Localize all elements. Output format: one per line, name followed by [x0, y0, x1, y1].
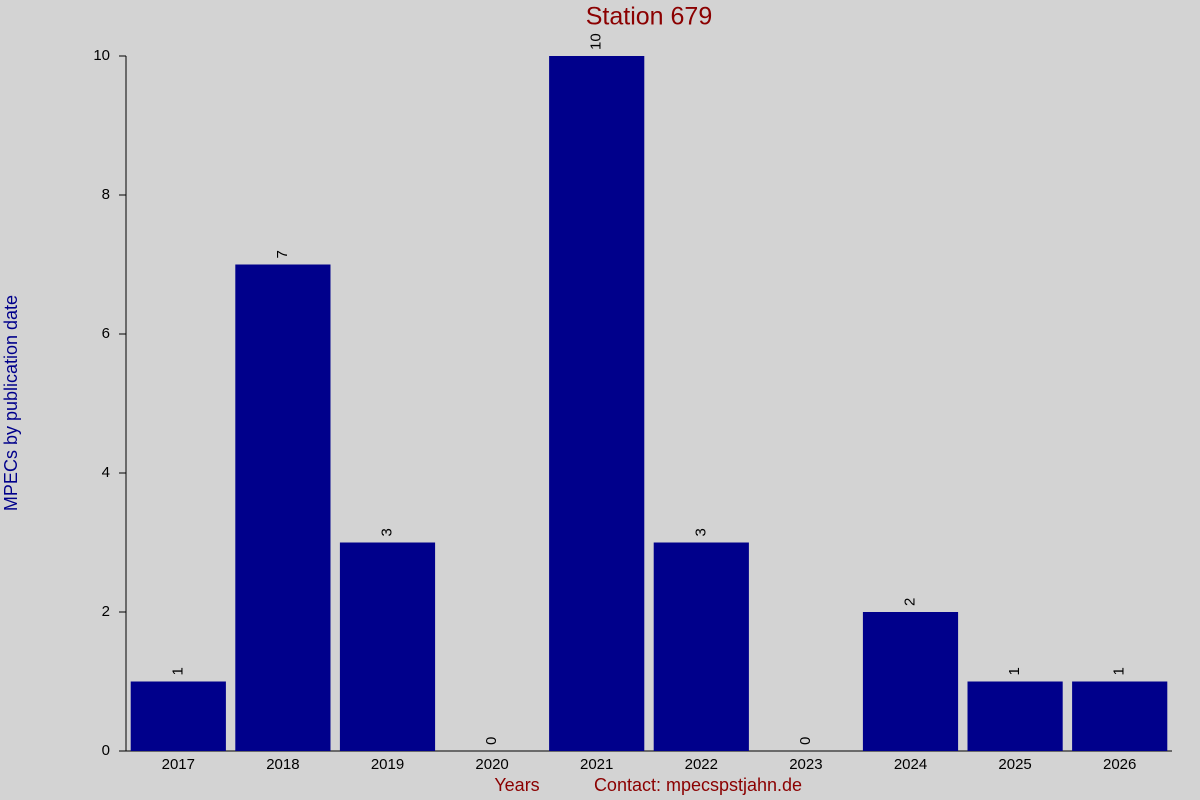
- value-label: 1: [1111, 667, 1128, 675]
- bar: [339, 542, 436, 751]
- chart-title: Station 679: [586, 3, 713, 31]
- bar: [549, 56, 645, 751]
- bar: [653, 542, 749, 751]
- x-tick-label: 2020: [475, 756, 508, 773]
- bar: [862, 612, 959, 751]
- y-tick-label: 10: [93, 47, 110, 64]
- x-tick-label: 2023: [789, 756, 822, 773]
- value-label: 3: [692, 528, 709, 536]
- x-axis-label: Years: [494, 775, 539, 795]
- bar: [235, 264, 331, 751]
- value-label: 1: [1006, 667, 1023, 675]
- y-tick-label: 6: [102, 325, 110, 342]
- bar: [130, 681, 226, 751]
- x-tick-label: 2019: [371, 756, 404, 773]
- value-label: 0: [797, 737, 814, 745]
- x-tick-label: 2025: [998, 756, 1031, 773]
- x-tick-label: 2021: [580, 756, 613, 773]
- value-label: 1: [169, 667, 186, 675]
- bar: [967, 681, 1063, 751]
- value-label: 3: [378, 528, 395, 536]
- x-tick-label: 2022: [685, 756, 718, 773]
- value-label: 10: [588, 33, 605, 50]
- contact-note: Contact: mpecspstjahn.de: [594, 775, 802, 795]
- y-tick-label: 0: [102, 742, 110, 759]
- value-label: 7: [274, 250, 291, 258]
- y-tick-label: 2: [102, 603, 110, 620]
- bar: [1072, 681, 1168, 751]
- value-label: 2: [901, 598, 918, 606]
- x-tick-label: 2024: [894, 756, 927, 773]
- value-label: 0: [483, 737, 500, 745]
- y-tick-label: 8: [102, 186, 110, 203]
- x-tick-label: 2017: [162, 756, 195, 773]
- x-tick-label: 2026: [1103, 756, 1136, 773]
- y-tick-label: 4: [102, 464, 110, 481]
- y-axis-label: MPECs by publication date: [1, 295, 21, 511]
- x-tick-label: 2018: [266, 756, 299, 773]
